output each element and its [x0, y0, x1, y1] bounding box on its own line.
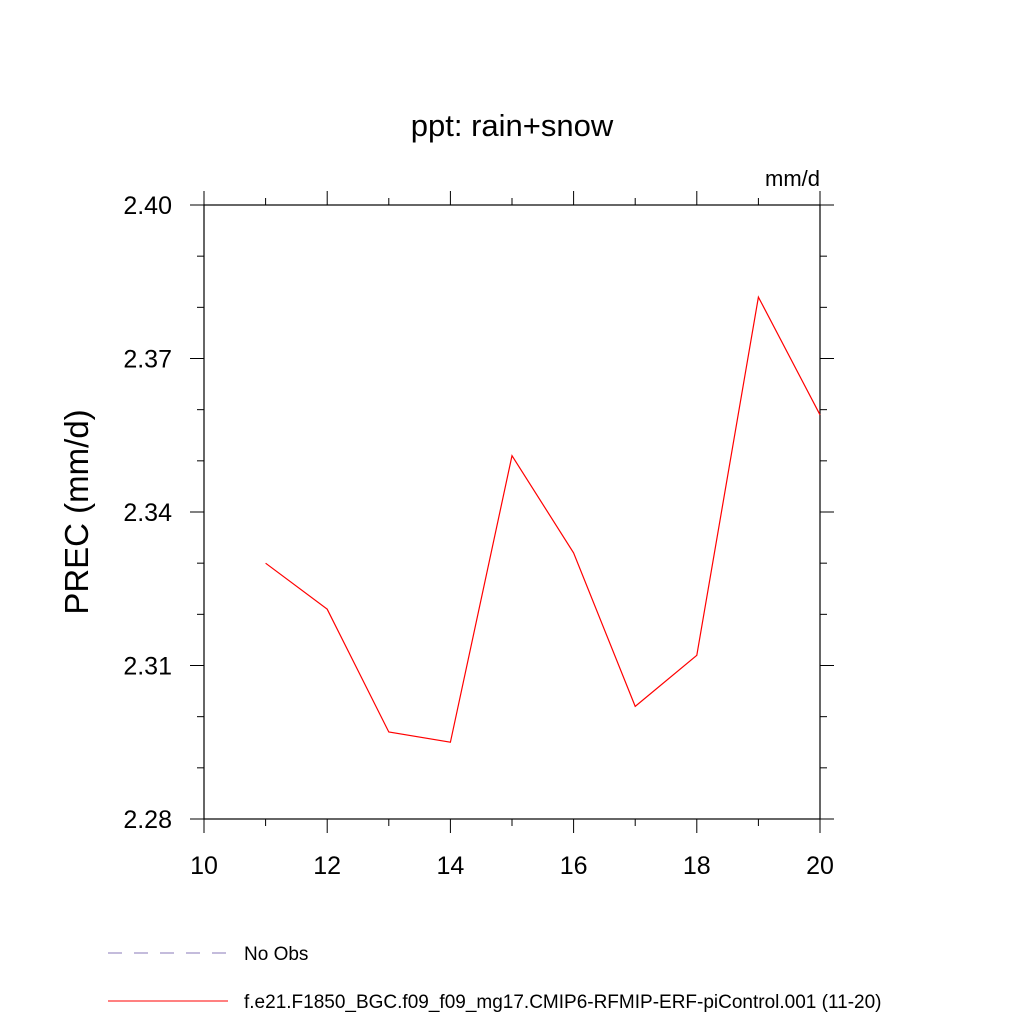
- y-tick-label: 2.31: [123, 653, 172, 681]
- legend-label-no-obs: No Obs: [244, 944, 308, 965]
- series-layer: [265, 295, 821, 743]
- series-line: [265, 295, 821, 743]
- x-tick-label: 12: [313, 852, 341, 880]
- y-tick-label: 2.28: [123, 806, 172, 834]
- axis-ticks: [190, 191, 834, 833]
- legend: No Obs f.e21.F1850_BGC.f09_f09_mg17.CMIP…: [108, 944, 881, 1013]
- legend-label-model: f.e21.F1850_BGC.f09_f09_mg17.CMIP6-RFMIP…: [244, 992, 881, 1013]
- y-tick-labels: 2.28 2.31 2.34 2.37 2.40: [123, 192, 172, 834]
- x-tick-label: 14: [436, 852, 464, 880]
- y-axis-label: PREC (mm/d): [58, 409, 95, 614]
- x-tick-label: 20: [806, 852, 834, 880]
- plot-frame: [203, 204, 821, 820]
- x-tick-label: 18: [683, 852, 711, 880]
- y-tick-label: 2.40: [123, 192, 172, 220]
- units-label: mm/d: [765, 166, 820, 191]
- x-tick-label: 10: [190, 852, 218, 880]
- chart-title: ppt: rain+snow: [411, 108, 614, 143]
- y-tick-label: 2.37: [123, 346, 172, 374]
- x-tick-labels: 10 12 14 16 18 20: [190, 852, 834, 880]
- y-tick-label: 2.34: [123, 499, 172, 527]
- x-tick-label: 16: [560, 852, 588, 880]
